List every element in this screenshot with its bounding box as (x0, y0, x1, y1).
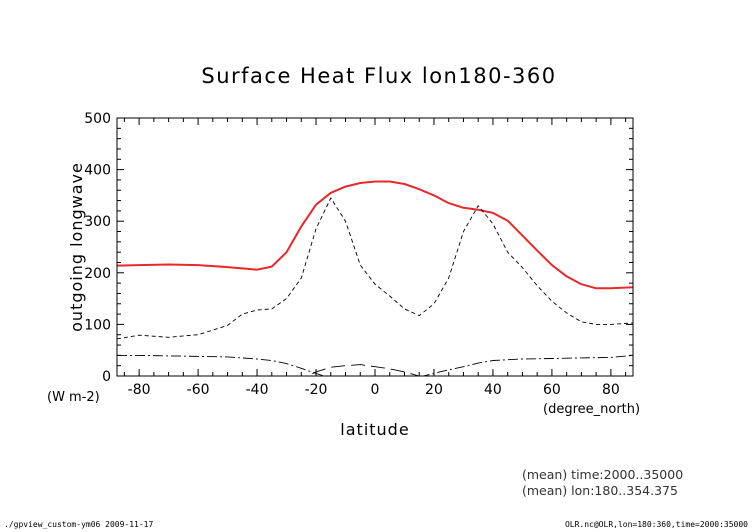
footer-left: ./gpview_custom-ym06 2009-11-17 (4, 520, 153, 529)
x-tick-label: 80 (602, 382, 620, 398)
x-tick-label: 20 (425, 382, 443, 398)
y-tick-label: 200 (84, 266, 111, 282)
ticks (117, 117, 633, 377)
series-line-solid (117, 180, 633, 290)
y-tick-label: 100 (84, 317, 111, 333)
x-tick-label: -40 (246, 382, 269, 398)
y-tick-label: 400 (84, 163, 111, 179)
x-tick-label: 40 (484, 382, 502, 398)
y-axis-title: outgoing longwave (67, 162, 86, 332)
y-tick-label: 300 (84, 214, 111, 230)
x-tick-labels: -80 -60 -40 -20 0 20 40 60 80 (128, 382, 620, 398)
annotation-lon: (mean) lon:180..354.375 (522, 483, 678, 498)
x-tick-label: -20 (305, 382, 328, 398)
footer-right: OLR.nc@OLR,lon=180:360,time=2000:35000 (565, 520, 748, 529)
series-line-dash-dot (117, 354, 633, 376)
annotation-time: (mean) time:2000..35000 (522, 467, 683, 482)
x-tick-label: 0 (371, 382, 380, 398)
y-tick-label: 500 (84, 111, 111, 127)
x-tick-label: 60 (543, 382, 561, 398)
x-units-label: (degree_north) (543, 402, 640, 417)
x-axis-title: latitude (340, 420, 409, 439)
y-tick-label: 0 (102, 369, 111, 385)
series-lines (117, 180, 633, 376)
x-tick-label: -80 (128, 382, 151, 398)
x-tick-label: -60 (187, 382, 210, 398)
series-line-dashed (117, 197, 633, 340)
chart-title: Surface Heat Flux lon180-360 (201, 64, 556, 88)
y-units-label: (W m-2) (47, 390, 100, 405)
y-tick-labels: 0 100 200 300 400 500 (84, 111, 111, 385)
plot-frame (116, 117, 634, 377)
